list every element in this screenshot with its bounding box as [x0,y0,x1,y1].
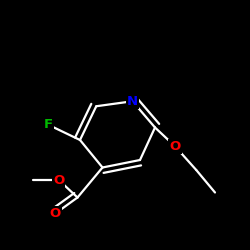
Text: O: O [53,174,64,186]
Text: F: F [44,118,53,132]
Text: O: O [170,140,180,153]
Text: N: N [127,95,138,108]
Text: O: O [50,207,60,220]
